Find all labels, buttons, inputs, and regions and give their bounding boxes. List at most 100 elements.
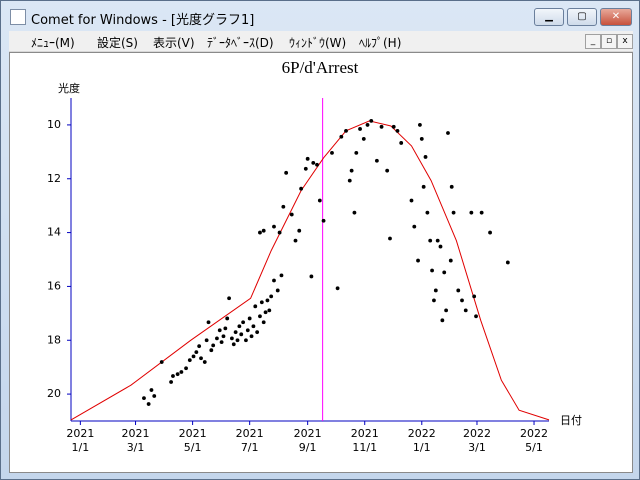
observation-point xyxy=(215,336,219,341)
predicted-curve xyxy=(70,120,550,421)
x-tick-label: 1/1 xyxy=(72,441,90,454)
y-tick-label: 12 xyxy=(47,172,61,185)
observation-point xyxy=(449,184,454,189)
observation-point xyxy=(446,131,450,135)
observation-point xyxy=(229,336,234,341)
observation-point xyxy=(223,326,228,331)
observation-point xyxy=(428,238,433,243)
observation-point xyxy=(469,210,474,215)
observation-point xyxy=(305,156,310,161)
observation-point xyxy=(159,360,164,364)
menu-item[interactable]: ﾍﾙﾌﾟ(H) xyxy=(359,36,402,50)
observation-point xyxy=(187,358,192,363)
observation-point xyxy=(321,218,326,223)
observation-point xyxy=(409,198,414,203)
menu-item[interactable]: ﾒﾆｭｰ(M) xyxy=(31,36,75,50)
observation-point xyxy=(349,168,354,173)
x-tick-label: 7/1 xyxy=(241,441,259,454)
child-minimize[interactable]: _ xyxy=(585,34,601,49)
y-tick-label: 18 xyxy=(47,333,61,346)
maximize-button[interactable]: ▢ xyxy=(567,8,597,26)
child-restore[interactable]: ▫ xyxy=(601,34,617,49)
observation-point xyxy=(142,396,146,401)
observation-point xyxy=(416,258,420,263)
x-tick-label: 2021 xyxy=(122,427,150,440)
x-tick-label: 5/1 xyxy=(525,441,543,454)
observation-point xyxy=(303,166,308,171)
observation-point xyxy=(191,354,196,359)
observation-point xyxy=(219,340,224,345)
x-tick-label: 2021 xyxy=(236,427,264,440)
observation-point xyxy=(281,204,286,209)
y-tick-label: 10 xyxy=(47,118,61,131)
observation-point xyxy=(309,274,314,279)
observation-point xyxy=(456,288,461,293)
observation-point xyxy=(259,300,264,305)
observation-point xyxy=(194,350,199,354)
observation-point xyxy=(317,198,322,203)
observation-point xyxy=(233,330,238,335)
observation-point xyxy=(249,334,254,339)
minimize-button[interactable]: ▁ xyxy=(534,8,564,26)
child-close[interactable]: x xyxy=(617,34,633,49)
observation-point xyxy=(388,236,392,241)
x-tick-label: 3/1 xyxy=(127,441,145,454)
observation-point xyxy=(488,230,492,235)
chart-title: 6P/d'Arrest xyxy=(282,58,359,77)
observation-point xyxy=(472,294,477,299)
observation-point xyxy=(253,304,258,309)
observation-point xyxy=(149,388,154,392)
observation-point xyxy=(448,258,453,263)
observation-point xyxy=(244,338,248,343)
observation-point xyxy=(505,260,510,265)
observation-point xyxy=(433,288,438,293)
observation-point xyxy=(315,162,319,167)
x-tick-label: 1/1 xyxy=(413,441,431,454)
observation-point xyxy=(272,278,276,283)
observation-point xyxy=(211,343,216,348)
observation-point xyxy=(335,286,340,291)
observation-point xyxy=(474,314,478,319)
observation-point xyxy=(209,348,214,353)
menu-item[interactable]: ﾃﾞｰﾀﾍﾞｰｽ(D) xyxy=(207,36,274,50)
observation-point xyxy=(347,178,352,183)
x-tick-label: 5/1 xyxy=(184,441,202,454)
x-tick-label: 2022 xyxy=(520,427,548,440)
observation-point xyxy=(171,374,175,378)
observation-point xyxy=(221,334,226,339)
menu-item[interactable]: ｳｨﾝﾄﾞｳ(W) xyxy=(289,36,347,50)
observation-point xyxy=(344,128,348,133)
chart: 6P/d'Arrest光度日付10121416182020211/120213/… xyxy=(47,58,582,454)
observation-point xyxy=(239,332,244,337)
menu-item[interactable]: 設定(S) xyxy=(97,36,138,50)
x-tick-label: 2022 xyxy=(463,427,491,440)
observation-point xyxy=(299,186,304,191)
observation-point xyxy=(330,151,334,155)
observation-point xyxy=(217,328,222,333)
app-icon xyxy=(10,9,26,25)
observation-point xyxy=(412,224,417,229)
menu-item[interactable]: 表示(V) xyxy=(153,36,195,50)
observation-point xyxy=(365,123,370,127)
observation-point xyxy=(444,308,449,313)
observation-point xyxy=(438,244,443,249)
observation-point xyxy=(399,141,404,145)
observation-point xyxy=(463,308,468,313)
observation-point xyxy=(289,212,294,217)
observation-point xyxy=(379,124,384,129)
y-axis-label: 光度 xyxy=(58,81,80,95)
observation-point xyxy=(169,380,173,384)
observation-point xyxy=(146,402,151,406)
x-tick-label: 2021 xyxy=(179,427,207,440)
close-button[interactable]: ✕ xyxy=(600,8,632,26)
x-tick-label: 2021 xyxy=(294,427,322,440)
window-title: Comet for Windows - [光度グラフ1] xyxy=(31,13,255,28)
observation-point xyxy=(245,328,250,333)
x-tick-label: 2021 xyxy=(66,427,94,440)
observation-point xyxy=(231,342,236,347)
observation-point xyxy=(297,228,302,233)
observation-point xyxy=(423,155,428,159)
observation-point xyxy=(277,230,282,235)
observation-point xyxy=(237,324,242,329)
observation-point xyxy=(251,324,256,329)
